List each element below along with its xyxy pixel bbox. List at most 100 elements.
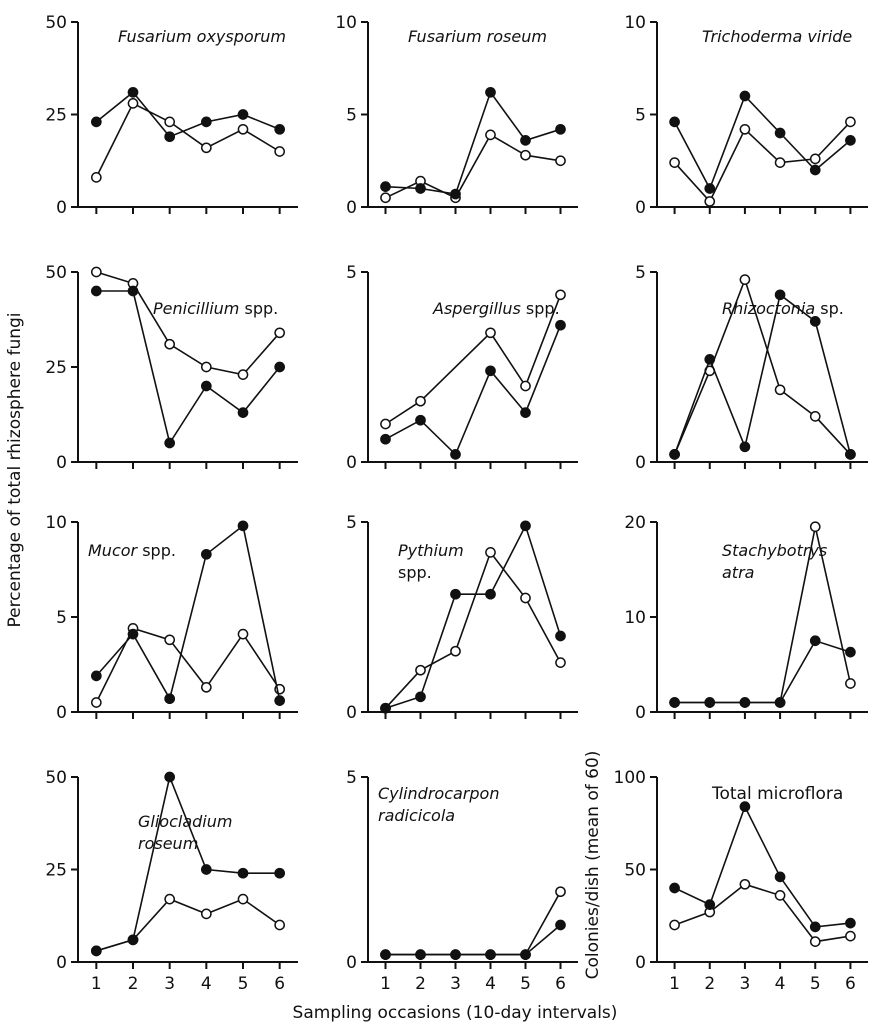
- data-point: [90, 116, 102, 128]
- panel-title: spp.: [398, 563, 432, 582]
- series-filled: [669, 801, 856, 933]
- data-point: [380, 702, 391, 714]
- y-tick-label: 25: [45, 861, 67, 881]
- data-point: [739, 441, 751, 453]
- data-point: [237, 407, 249, 418]
- panel-aspergillus-spp: 0 5 Aspergillus spp.: [346, 263, 578, 473]
- data-point: [774, 157, 786, 168]
- data-point: [127, 86, 139, 98]
- data-point: [90, 285, 102, 297]
- series-line: [96, 271, 281, 376]
- data-point: [485, 547, 496, 558]
- y-tick-label: 20: [624, 513, 646, 533]
- y-tick-label: 10: [45, 513, 67, 533]
- data-point: [809, 411, 821, 422]
- x-tick-label: 4: [201, 974, 212, 994]
- data-point: [485, 129, 496, 141]
- panel-title: Total microflora: [711, 784, 843, 804]
- data-point: [237, 867, 249, 879]
- data-point: [669, 919, 680, 931]
- y-tick-label: 0: [56, 703, 67, 723]
- data-point: [200, 116, 212, 128]
- y-tick-label: 10: [335, 13, 357, 33]
- series-line: [96, 774, 280, 952]
- data-point: [274, 695, 286, 706]
- panel-fusarium-roseum: 0 5 10 Fusarium roseum: [335, 13, 578, 218]
- series-open: [90, 266, 286, 380]
- data-point: [704, 196, 716, 207]
- y-tick-label: 5: [346, 513, 357, 533]
- series-line: [674, 883, 851, 943]
- data-point: [704, 697, 716, 708]
- panel-cylindrocarpon-radicicola: 0 5 1 2 3 4 5 6 Cylindrocarpon radicicola: [346, 768, 578, 994]
- series-filled: [380, 319, 566, 460]
- data-point: [809, 153, 821, 165]
- data-point: [127, 628, 139, 640]
- data-point: [485, 949, 496, 960]
- y-axis-label-right: Colonies/dish (mean of 60): [583, 751, 603, 980]
- series-line: [385, 924, 562, 956]
- y-tick-label: 0: [56, 453, 67, 473]
- x-tick-label: 1: [669, 974, 680, 994]
- data-point: [774, 127, 786, 139]
- panel-trichoderma-viride: 0 5 10 Trichoderma viride: [624, 13, 868, 218]
- data-point: [90, 945, 102, 957]
- series-line: [673, 94, 851, 191]
- series-filled: [90, 520, 286, 706]
- series-line: [95, 524, 281, 701]
- data-point: [200, 681, 212, 693]
- y-tick-label: 0: [56, 953, 67, 973]
- data-point: [237, 369, 249, 380]
- data-point: [555, 657, 566, 668]
- data-point: [520, 135, 531, 146]
- x-axis-label: Sampling occasions (10-day intervals): [293, 1003, 618, 1023]
- y-tick-label: 50: [45, 768, 67, 788]
- data-point: [164, 771, 176, 783]
- data-point: [237, 520, 249, 532]
- data-point: [450, 588, 461, 600]
- data-point: [809, 635, 821, 647]
- data-point: [450, 449, 461, 460]
- series-filled: [380, 86, 566, 200]
- data-point: [555, 319, 566, 331]
- data-point: [845, 135, 856, 146]
- x-tick-label: 3: [450, 974, 461, 994]
- series-open: [380, 547, 566, 714]
- panel-title: Mucor spp.: [88, 541, 176, 560]
- series-open: [669, 878, 856, 948]
- data-point: [164, 338, 176, 350]
- data-point: [237, 893, 249, 905]
- data-point: [774, 697, 786, 708]
- x-tick-label: 1: [91, 974, 102, 994]
- series-open: [380, 886, 566, 960]
- series-line: [385, 891, 562, 956]
- data-point: [274, 146, 286, 157]
- y-tick-label: 0: [346, 453, 357, 473]
- series-line: [674, 121, 851, 203]
- data-point: [485, 588, 496, 600]
- data-point: [845, 917, 856, 929]
- data-point: [127, 934, 139, 946]
- panel-title: Gliocladium: [138, 812, 232, 831]
- panel-rhizoctonia-sp: 0 5 Rhizoctonia sp.: [635, 263, 868, 473]
- x-tick-label: 6: [845, 974, 856, 994]
- x-tick-label: 2: [704, 974, 715, 994]
- data-point: [237, 628, 249, 640]
- series-line: [385, 523, 562, 709]
- data-point: [380, 433, 391, 445]
- y-tick-label: 100: [614, 768, 646, 788]
- data-point: [380, 418, 391, 430]
- data-point: [274, 123, 286, 135]
- series-filled: [90, 771, 286, 957]
- panel-fusarium-oxysporum: 0 25 50 Fusarium oxysporum: [45, 13, 298, 218]
- data-point: [555, 630, 566, 642]
- data-point: [450, 188, 461, 200]
- x-tick-label: 6: [274, 974, 285, 994]
- data-point: [274, 919, 286, 931]
- panel-stachybotrys-atra: 0 10 20 Stachybotrys atra: [624, 513, 868, 723]
- panel-penicillium-spp: 0 25 50 Penicillium spp.: [45, 263, 298, 473]
- y-tick-label: 50: [45, 13, 67, 33]
- panel-mucor-spp: 0 5 10 Mucor spp.: [45, 513, 298, 723]
- y-tick-label: 50: [624, 861, 646, 881]
